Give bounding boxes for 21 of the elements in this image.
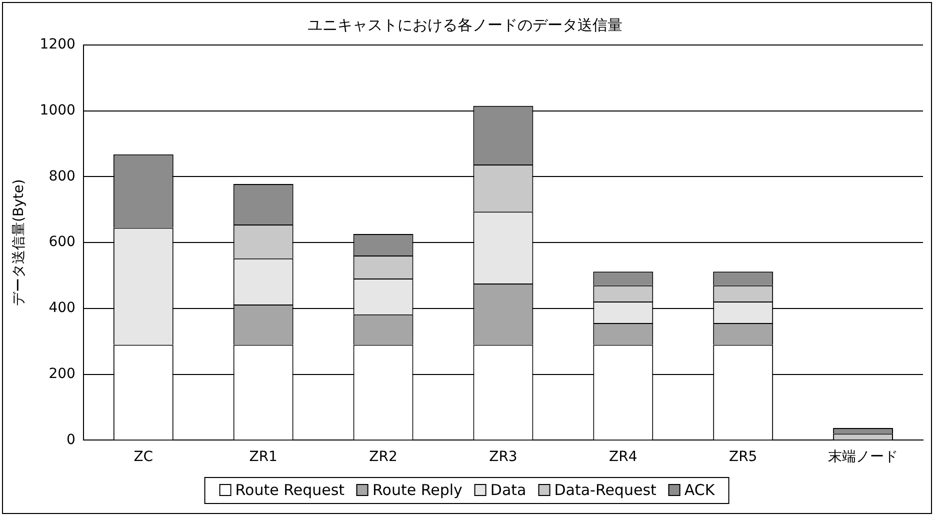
y-tick-label: 800 — [48, 168, 76, 184]
x-tick-label: ZR3 — [489, 449, 518, 466]
legend-label: Data — [490, 481, 526, 499]
legend-label: Route Reply — [372, 481, 462, 499]
y-tick-label: 0 — [66, 432, 76, 448]
text: Route Request — [235, 481, 345, 499]
x-tick-label: ZR1 — [249, 449, 278, 466]
legend-label: Data-Request — [554, 481, 656, 499]
x-tick-label: ZC — [134, 449, 154, 466]
y-tick-label: 1200 — [40, 36, 76, 53]
x-tick-label: ZR5 — [728, 449, 758, 466]
x-tick-label: ZR2 — [369, 449, 398, 466]
y-tick-label: 600 — [48, 234, 76, 250]
x-tick-label: 末端ノード — [828, 449, 898, 466]
y-tick-label: 1000 — [40, 102, 76, 119]
y-axis-title: データ送信量(Byte) — [11, 179, 28, 306]
y-tick-label: 200 — [48, 366, 76, 382]
chart-title: ユニキャストにおける各ノードのデータ送信量 — [308, 16, 622, 34]
legend-label: ACK — [684, 481, 715, 499]
x-tick-label: ZR4 — [609, 449, 638, 466]
y-tick-label: 400 — [48, 300, 76, 316]
